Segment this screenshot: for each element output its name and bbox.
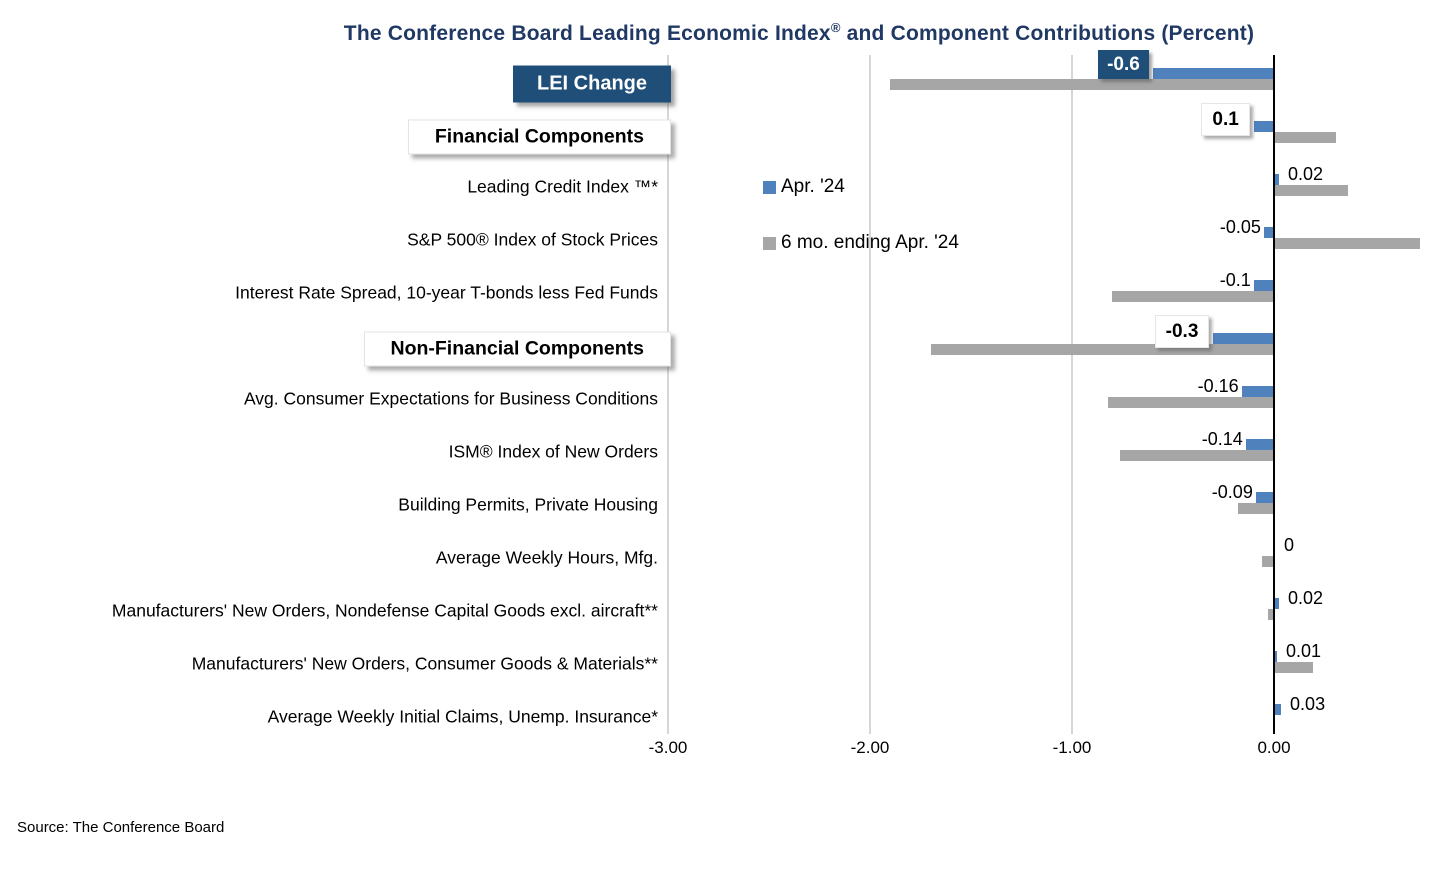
registered-trademark-symbol: ® (830, 20, 841, 35)
bar-apr24 (1263, 227, 1274, 238)
gridline (667, 55, 669, 727)
category-label: Interest Rate Spread, 10-year T-bonds le… (235, 282, 658, 303)
bar-apr24 (1253, 121, 1274, 132)
category-label-box: LEI Change (512, 65, 671, 103)
bar-6mo (1108, 397, 1274, 408)
legend-item-6mo: 6 mo. ending Apr. '24 (763, 230, 959, 256)
gridline (869, 55, 871, 727)
bar-apr24 (1253, 280, 1274, 291)
value-label-box: -0.3 (1154, 315, 1210, 348)
x-axis-tick (667, 727, 669, 734)
bar-apr24 (1275, 598, 1280, 609)
chart-title-text: The Conference Board Leading Economic In… (343, 22, 831, 45)
bar-6mo (1237, 503, 1274, 514)
bar-6mo (930, 344, 1274, 355)
category-label-box: Financial Components (407, 119, 671, 155)
value-label: 0.02 (1288, 588, 1324, 608)
value-label: -0.09 (1211, 482, 1253, 502)
category-label: Manufacturers' New Orders, Consumer Good… (191, 653, 658, 674)
x-axis-tick (1273, 727, 1275, 734)
legend-label-6mo: 6 mo. ending Apr. '24 (781, 232, 959, 253)
bar-apr24 (1255, 492, 1274, 503)
x-axis-tick-label: -3.00 (648, 738, 688, 757)
x-axis-tick (1071, 727, 1073, 734)
bar-6mo (1275, 662, 1314, 673)
x-axis-tick-label: -2.00 (850, 738, 890, 757)
category-label: Building Permits, Private Housing (398, 494, 658, 515)
bar-apr24 (1275, 704, 1282, 715)
x-axis-tick-label: 0.00 (1257, 738, 1291, 757)
category-label-box: Non-Financial Components (363, 331, 671, 367)
zero-axis-line (1273, 55, 1275, 727)
value-label: -0.1 (1219, 270, 1251, 290)
category-label: S&P 500® Index of Stock Prices (407, 229, 658, 250)
bar-apr24 (1213, 333, 1274, 344)
footnote-source: Source: The Conference Board (17, 819, 225, 836)
legend-swatch-blue (763, 180, 776, 194)
bar-6mo (1267, 609, 1274, 620)
legend: Apr. '24 6 mo. ending Apr. '24 (763, 174, 959, 256)
x-axis-tick-label: -1.00 (1052, 738, 1092, 757)
bar-6mo (1275, 185, 1348, 196)
legend-item-apr24: Apr. '24 (763, 174, 959, 200)
legend-swatch-gray (763, 236, 776, 250)
value-label: 0.01 (1286, 641, 1322, 661)
value-label: 0 (1284, 535, 1295, 555)
bar-6mo (1275, 238, 1421, 249)
legend-label-apr24: Apr. '24 (781, 176, 845, 197)
bar-6mo (1120, 450, 1274, 461)
bar-apr24 (1152, 68, 1274, 79)
category-label: Average Weekly Hours, Mfg. (435, 547, 658, 568)
footnotes: Source: The Conference Board * Inverted … (17, 779, 657, 872)
bar-apr24 (1241, 386, 1274, 397)
value-label: 0.02 (1288, 164, 1324, 184)
value-label: -0.05 (1219, 217, 1261, 237)
value-label: -0.14 (1201, 429, 1243, 449)
bar-6mo (890, 79, 1274, 90)
category-label: ISM® Index of New Orders (448, 441, 658, 462)
value-label-box: 0.1 (1201, 103, 1250, 136)
bar-6mo (1112, 291, 1274, 302)
gridline (1071, 55, 1073, 727)
bar-6mo (1261, 556, 1274, 567)
x-axis-tick (869, 727, 871, 734)
bar-apr24 (1275, 651, 1278, 662)
category-label: Manufacturers' New Orders, Nondefense Ca… (111, 600, 658, 621)
category-label: Leading Credit Index ™* (467, 176, 658, 197)
chart-title-suffix: and Component Contributions (Percent) (840, 22, 1255, 45)
value-label: 0.03 (1290, 694, 1326, 714)
value-label-box: -0.6 (1098, 50, 1149, 79)
chart-title: The Conference Board Leading Economic In… (142, 20, 1456, 46)
bar-6mo (1275, 132, 1336, 143)
category-label: Average Weekly Initial Claims, Unemp. In… (267, 706, 658, 727)
value-label: -0.16 (1197, 376, 1239, 396)
category-label: Avg. Consumer Expectations for Business … (243, 388, 658, 409)
bar-apr24 (1275, 174, 1280, 185)
bar-apr24 (1245, 439, 1274, 450)
